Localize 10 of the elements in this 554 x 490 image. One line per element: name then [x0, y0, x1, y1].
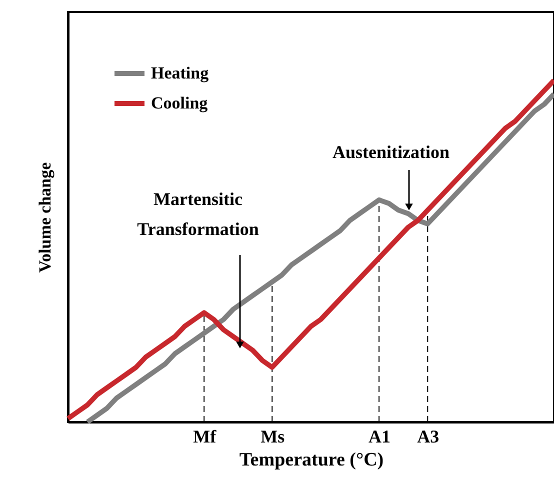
annotation: Austenitization — [332, 142, 450, 162]
x-tick-label: A1 — [368, 426, 391, 446]
x-tick-label: Mf — [193, 426, 218, 446]
x-tick-label: A3 — [417, 426, 440, 446]
x-axis-title: Temperature (°C) — [239, 450, 384, 470]
legend-label: Cooling — [151, 94, 208, 112]
annotation: Martensitic Transformation — [137, 189, 259, 239]
y-axis-title: Volume change — [36, 162, 54, 273]
x-tick-label: Ms — [260, 426, 285, 446]
legend-label: Heating — [151, 64, 210, 82]
